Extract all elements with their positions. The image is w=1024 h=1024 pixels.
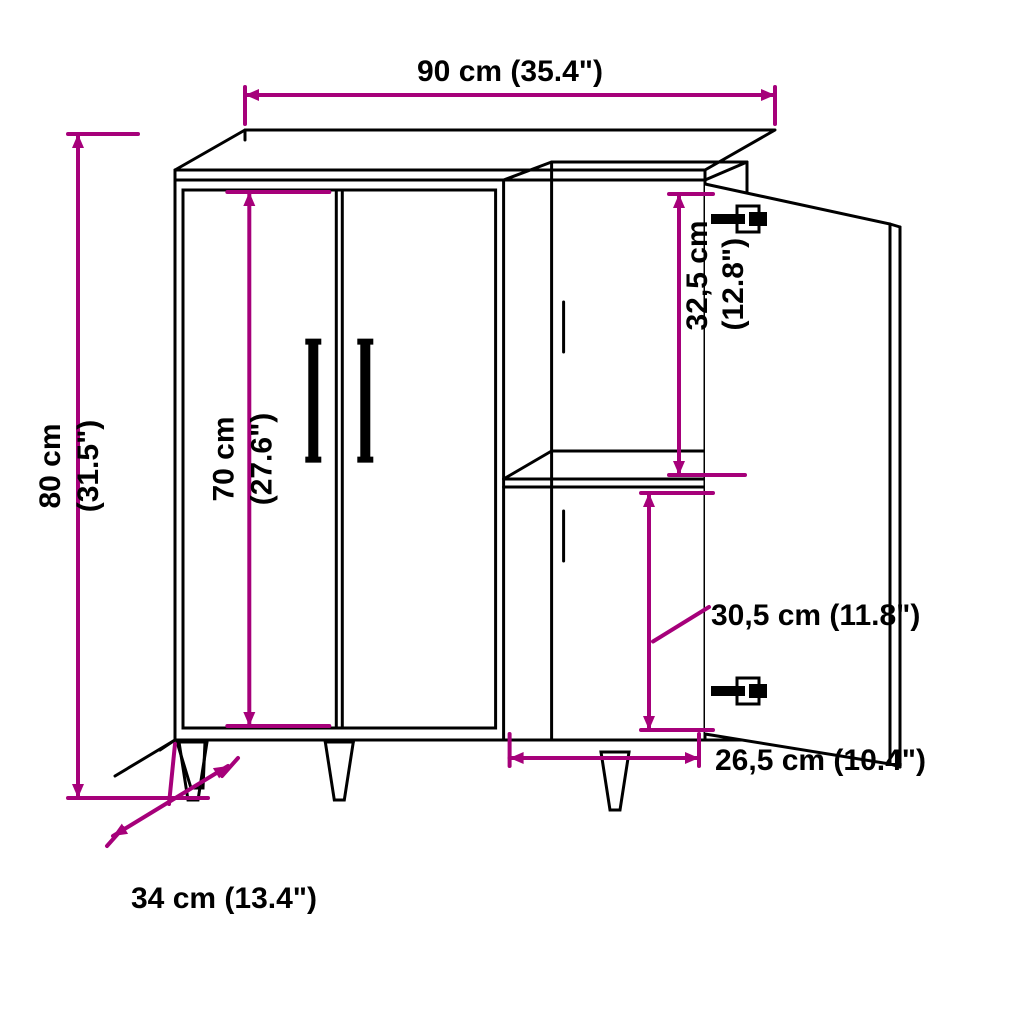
dim-doorh-cm: 70 cm [207, 416, 240, 501]
dim-depth: 34 cm (13.4") [131, 882, 317, 915]
dim-height-cm: 80 cm [34, 423, 67, 508]
dim-shelf-bot: 30,5 cm (11.8") [711, 599, 920, 632]
dim-width: 90 cm (35.4") [417, 55, 603, 88]
dim-height-in: (31.5") [72, 420, 105, 513]
dim-shelf-top-in: (12.8") [717, 238, 750, 331]
dim-shelf-top-cm: 32,5 cm [681, 220, 714, 330]
dim-inner-w: 26,5 cm (10.4") [715, 744, 926, 777]
dim-doorh-in: (27.6") [245, 413, 278, 506]
